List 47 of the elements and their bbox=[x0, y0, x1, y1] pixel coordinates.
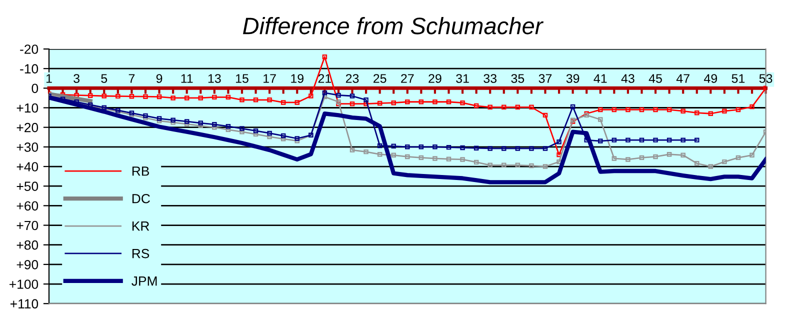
x-tick-label: 53 bbox=[759, 74, 772, 83]
x-tick-label: 25 bbox=[374, 74, 386, 83]
y-tick-label: +70 bbox=[16, 220, 38, 230]
x-tick-label: 39 bbox=[566, 74, 580, 83]
legend-label: KR bbox=[132, 222, 150, 231]
y-tick-label: +110 bbox=[10, 299, 38, 309]
x-tick-label: 5 bbox=[101, 74, 108, 83]
x-tick-label: 19 bbox=[291, 74, 304, 83]
chart-title: Difference from Schumacher bbox=[242, 16, 544, 34]
legend-label: RS bbox=[132, 248, 150, 258]
legend-label: JPM bbox=[132, 276, 157, 286]
x-tick-label: 37 bbox=[538, 74, 552, 83]
x-tick-label: 33 bbox=[484, 74, 497, 83]
x-tick-label: 9 bbox=[156, 74, 162, 83]
x-tick-label: 11 bbox=[181, 74, 193, 83]
y-tick-label: +100 bbox=[10, 280, 38, 289]
y-tick-label: +80 bbox=[16, 240, 38, 250]
x-tick-label: 21 bbox=[318, 74, 332, 83]
x-tick-label: 23 bbox=[346, 74, 359, 83]
y-tick-label: +10 bbox=[16, 103, 38, 113]
x-tick-label: 29 bbox=[428, 74, 442, 83]
legend-label: DC bbox=[132, 194, 150, 204]
x-tick-label: 49 bbox=[704, 74, 718, 83]
x-tick-label: 31 bbox=[456, 74, 469, 83]
x-tick-label: 13 bbox=[208, 74, 221, 83]
x-tick-label: 7 bbox=[128, 74, 135, 83]
y-tick-label: +40 bbox=[16, 162, 38, 172]
x-tick-label: 1 bbox=[46, 74, 52, 83]
x-tick-label: 51 bbox=[732, 74, 745, 83]
x-tick-label: 45 bbox=[648, 74, 662, 83]
y-tick-label: +50 bbox=[16, 182, 38, 192]
x-tick-label: 17 bbox=[264, 74, 276, 83]
x-tick-label: 41 bbox=[594, 74, 607, 83]
x-tick-label: 3 bbox=[74, 74, 80, 83]
x-tick-label: 35 bbox=[511, 74, 524, 83]
x-tick-label: 27 bbox=[401, 74, 414, 83]
x-tick-label: 43 bbox=[621, 74, 634, 83]
y-tick-label: +20 bbox=[16, 122, 38, 132]
y-tick-label: -20 bbox=[20, 44, 38, 54]
y-tick-label: +90 bbox=[16, 260, 38, 270]
y-tick-label: +30 bbox=[16, 142, 38, 152]
legend-label: RB bbox=[132, 166, 150, 176]
x-tick-label: 47 bbox=[676, 74, 690, 83]
y-tick-label: 0 bbox=[32, 84, 38, 94]
y-tick-label: +60 bbox=[16, 201, 38, 211]
y-tick-label: -10 bbox=[20, 64, 38, 74]
x-tick-label: 15 bbox=[236, 74, 248, 83]
